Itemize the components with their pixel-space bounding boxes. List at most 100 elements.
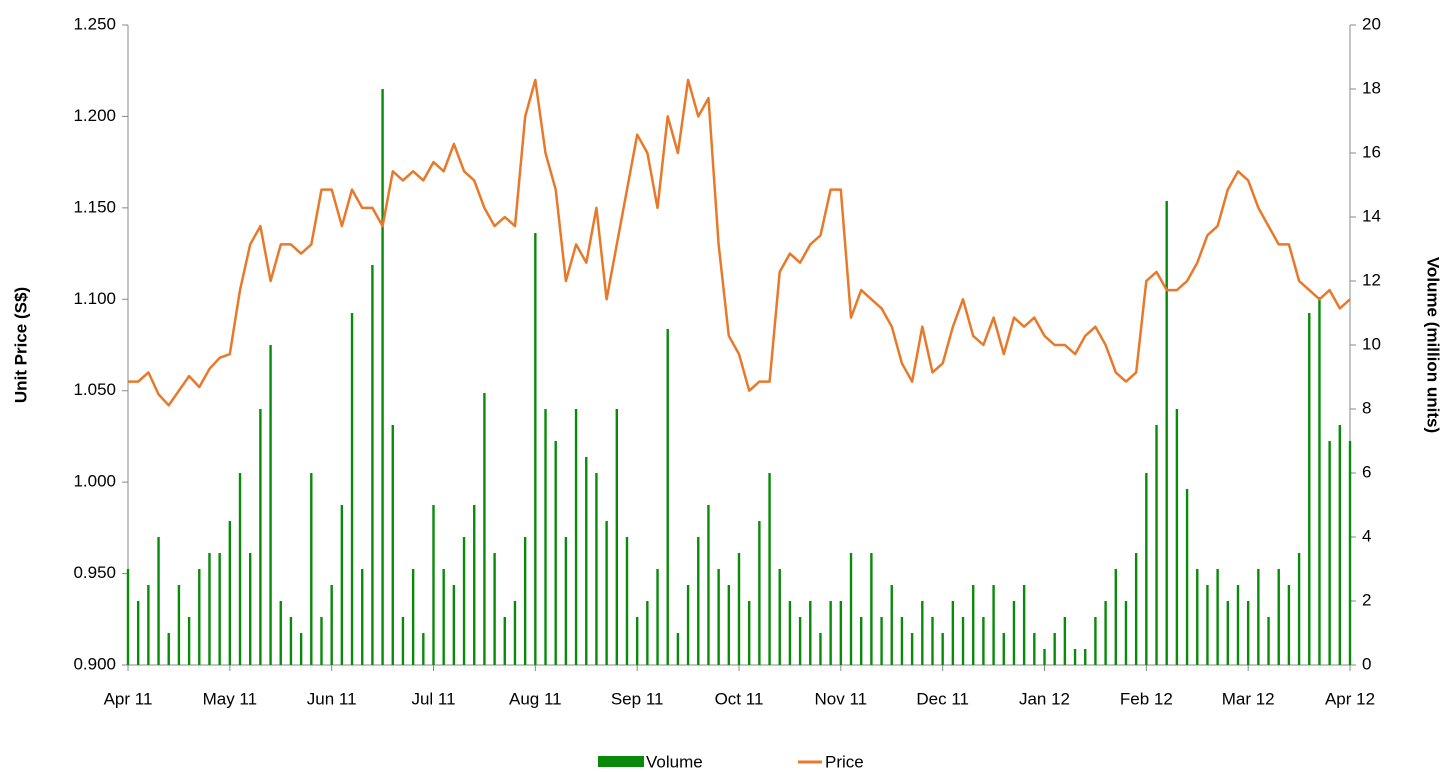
volume-bar [1002,633,1005,665]
volume-bar [289,617,293,665]
volume-bar [422,633,425,665]
volume-bar [371,265,374,665]
volume-bar [1073,649,1077,665]
volume-bar [198,569,201,665]
volume-bar [1287,585,1291,665]
volume-bar [798,617,802,665]
x-tick-label: Oct 11 [715,689,764,708]
volume-bar [656,569,659,665]
volume-bar [951,601,955,665]
y2-tick-label: 0 [1362,654,1371,673]
volume-bar [839,601,843,665]
y-tick-label: 0.900 [73,654,116,673]
volume-bar [778,569,781,665]
legend-swatch [598,756,644,767]
volume-bar [1216,569,1219,665]
volume-bar [157,537,160,665]
volume-bar [1206,585,1209,665]
volume-bar [523,537,527,665]
volume-bar [737,553,741,665]
x-tick-label: Dec 11 [916,689,969,708]
volume-bar [1277,569,1280,665]
volume-bar [1053,633,1056,665]
y2-tick-label: 16 [1362,142,1381,161]
volume-bar [1114,569,1117,665]
volume-bar [880,617,883,665]
volume-bar [259,409,262,665]
volume-bar [982,617,985,665]
x-tick-label: Jan 12 [1019,689,1070,708]
x-tick-label: May 11 [203,689,258,708]
volume-bar [1318,297,1321,665]
volume-bar [1084,649,1087,665]
y-tick-label: 1.150 [73,197,116,216]
volume-bar [1328,441,1331,665]
volume-bar [1297,553,1301,665]
volume-bar [1226,601,1229,665]
volume-bar [585,457,588,665]
volume-bar [177,585,181,665]
volume-bar [503,617,506,665]
y-tick-label: 1.250 [73,14,116,33]
volume-bar [361,569,364,665]
volume-bar [1236,585,1240,665]
volume-bar [635,617,639,665]
volume-bar [727,585,731,665]
volume-bar [187,617,191,665]
volume-bar [595,473,598,665]
x-tick-label: Sep 11 [611,689,664,708]
y-tick-label: 1.000 [73,472,116,491]
y2-tick-label: 18 [1362,78,1381,97]
volume-bar [452,585,456,665]
x-tick-label: Mar 12 [1222,689,1275,708]
volume-bar [1185,489,1189,665]
volume-bar [1094,617,1097,665]
x-tick-label: Jun 11 [307,689,357,708]
volume-bar [1124,601,1128,665]
volume-bar [941,633,944,665]
volume-bar [391,425,394,665]
x-tick-label: Apr 11 [104,689,153,708]
volume-bar [554,441,557,665]
legend-label: Price [825,752,864,771]
volume-bar [758,521,761,665]
volume-bar [615,409,618,665]
volume-bar [1155,425,1158,665]
y-tick-label: 0.950 [73,563,116,582]
volume-bar [870,553,873,665]
y2-tick-label: 2 [1362,590,1371,609]
volume-bar [208,553,211,665]
volume-bar [1033,633,1036,665]
y2-tick-label: 10 [1362,334,1381,353]
x-tick-label: Aug 11 [509,689,562,708]
volume-bar [1175,409,1179,665]
volume-bar [625,537,629,665]
volume-bar [1165,201,1168,665]
volume-bar [921,601,924,665]
volume-bar [564,537,568,665]
volume-bar [411,569,415,665]
volume-bar [646,601,649,665]
volume-bar [493,553,496,665]
y-tick-label: 1.200 [73,106,116,125]
volume-bar [788,601,792,665]
volume-bar [849,553,853,665]
y2-axis-title: Volume (million units) [1424,257,1443,433]
volume-bar [544,409,547,665]
volume-bar [310,473,313,665]
volume-bar [228,521,232,665]
volume-bar [890,585,893,665]
volume-bar [483,393,486,665]
volume-bar [473,505,476,665]
volume-bar [1267,617,1270,665]
volume-bar [249,553,252,665]
price-line [128,78,1351,407]
x-tick-label: Apr 12 [1325,689,1375,708]
volume-bar [381,89,384,665]
volume-bar [534,233,537,665]
volume-bar [401,617,405,665]
volume-bar [717,569,720,665]
volume-bar [126,569,130,665]
volume-bar [1196,569,1199,665]
